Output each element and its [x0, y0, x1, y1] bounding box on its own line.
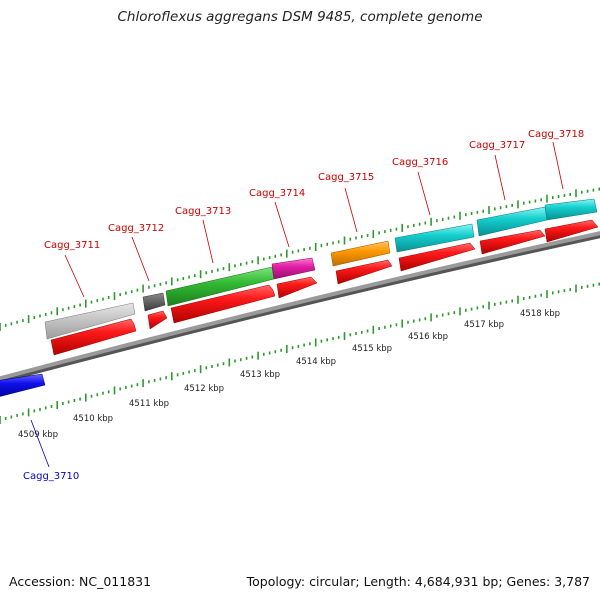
- kbp-label: 4515 kbp: [352, 344, 392, 354]
- gene-label-cagg-3710[interactable]: Cagg_3710: [23, 471, 79, 482]
- leader-line: [202, 219, 214, 264]
- cds-arrow[interactable]: [479, 229, 546, 255]
- kbp-label: 4509 kbp: [18, 430, 58, 440]
- label-leaders: [30, 141, 564, 468]
- gene-label-cagg-3717[interactable]: Cagg_3717: [469, 140, 525, 151]
- upper-tick-row: [0, 187, 600, 331]
- lower-tick-row: [0, 282, 600, 424]
- leader-line: [64, 254, 85, 298]
- gene-feature-cagg-3718[interactable]: [544, 198, 598, 221]
- cds-track: [50, 219, 599, 356]
- kbp-label: 4517 kbp: [464, 320, 504, 330]
- gene-label-cagg-3718[interactable]: Cagg_3718: [528, 129, 584, 140]
- cds-arrow[interactable]: [335, 259, 393, 285]
- gene-labels: Cagg_3711 Cagg_3712 Cagg_3713 Cagg_3714 …: [23, 129, 584, 482]
- gene-label-cagg-3716[interactable]: Cagg_3716: [392, 157, 448, 168]
- gene-feature-cagg-3712[interactable]: [142, 292, 166, 312]
- leader-line: [131, 236, 150, 282]
- backbone-line: [0, 231, 600, 381]
- gene-feature-cagg-3714[interactable]: [271, 257, 316, 280]
- accession-text: Accession: NC_011831: [9, 574, 152, 589]
- leader-line: [30, 419, 50, 468]
- leader-line: [344, 187, 358, 233]
- gene-feature-cagg-3710[interactable]: [0, 373, 46, 397]
- leader-line: [494, 154, 506, 201]
- leader-line: [417, 171, 431, 216]
- cds-arrow[interactable]: [170, 284, 276, 324]
- gene-label-cagg-3715[interactable]: Cagg_3715: [318, 172, 374, 183]
- cds-arrow[interactable]: [50, 318, 137, 356]
- gene-label-cagg-3712[interactable]: Cagg_3712: [108, 223, 164, 234]
- cds-arrow[interactable]: [398, 242, 476, 272]
- gene-label-cagg-3714[interactable]: Cagg_3714: [249, 188, 305, 199]
- feature-track: [0, 198, 598, 397]
- gene-label-cagg-3713[interactable]: Cagg_3713: [175, 206, 231, 217]
- kbp-label: 4510 kbp: [73, 414, 113, 424]
- cds-arrow[interactable]: [147, 310, 168, 330]
- cds-arrow[interactable]: [544, 219, 599, 243]
- gene-feature-cagg-3715[interactable]: [330, 240, 391, 267]
- cds-arrow[interactable]: [276, 276, 318, 299]
- kbp-label: 4514 kbp: [296, 357, 336, 367]
- kbp-label: 4518 kbp: [520, 309, 560, 319]
- kbp-label: 4511 kbp: [129, 399, 169, 409]
- leader-line: [552, 141, 564, 190]
- gene-label-cagg-3711[interactable]: Cagg_3711: [44, 240, 100, 251]
- kbp-scale-labels: 4509 kbp 4510 kbp 4511 kbp 4512 kbp 4513…: [18, 309, 560, 440]
- gene-feature-cagg-3716[interactable]: [394, 223, 475, 253]
- genome-summary-text: Topology: circular; Length: 4,684,931 bp…: [246, 574, 590, 589]
- genome-title: Chloroflexus aggregans DSM 9485, complet…: [117, 9, 483, 25]
- kbp-label: 4512 kbp: [184, 384, 224, 394]
- leader-line: [274, 201, 290, 248]
- gene-feature-cagg-3711[interactable]: [44, 302, 136, 340]
- kbp-label: 4516 kbp: [408, 332, 448, 342]
- kbp-label: 4513 kbp: [240, 370, 280, 380]
